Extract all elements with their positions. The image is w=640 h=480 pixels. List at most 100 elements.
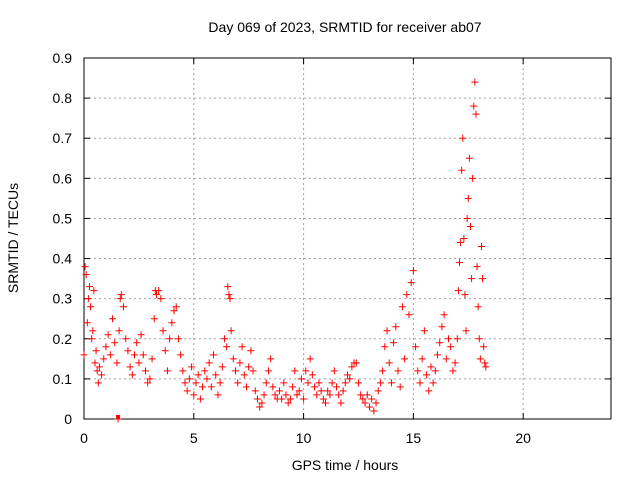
data-point-marker: [194, 371, 202, 379]
y-tick-label: 0: [64, 411, 72, 427]
data-point-marker: [293, 391, 301, 399]
data-point-marker: [289, 383, 297, 391]
data-point-marker: [242, 383, 250, 391]
data-point-marker: [271, 391, 279, 399]
data-point-marker: [462, 327, 470, 335]
data-point-marker: [304, 379, 312, 387]
data-point-marker: [476, 355, 484, 363]
data-point-marker: [278, 395, 286, 403]
y-tick-label: 0.8: [53, 90, 73, 106]
y-tick-label: 0.5: [53, 210, 73, 226]
data-point-marker: [117, 291, 125, 299]
data-point-marker: [405, 311, 413, 319]
data-point-marker: [447, 343, 455, 351]
data-point-marker: [401, 355, 409, 363]
y-tick-label: 0.6: [53, 170, 73, 186]
data-point-marker: [469, 174, 477, 182]
data-point-marker: [122, 335, 130, 343]
data-point-marker: [374, 387, 382, 395]
y-axis-label: SRMTID / TECUs: [5, 183, 21, 293]
data-point-marker: [106, 351, 114, 359]
data-point-marker: [88, 335, 96, 343]
data-point-marker: [199, 383, 207, 391]
data-point-marker: [152, 291, 160, 299]
data-point-marker: [226, 295, 234, 303]
data-point-marker: [455, 259, 463, 267]
data-point-marker: [234, 379, 242, 387]
data-point-marker: [245, 363, 253, 371]
data-point-marker: [80, 351, 88, 359]
x-tick-label: 20: [515, 430, 531, 446]
data-point-marker: [210, 351, 218, 359]
data-point-marker: [387, 379, 395, 387]
data-point-marker: [84, 295, 92, 303]
data-point-marker: [214, 391, 222, 399]
data-point-marker: [473, 263, 481, 271]
data-point-marker: [322, 399, 330, 407]
y-tick-label: 0.3: [53, 291, 73, 307]
data-point-marker: [183, 387, 191, 395]
data-point-marker: [137, 331, 145, 339]
data-point-marker: [458, 166, 466, 174]
data-point-marker: [98, 371, 106, 379]
low-value-marker: [116, 415, 121, 419]
data-point-marker: [420, 327, 428, 335]
data-point-marker: [85, 283, 93, 291]
data-point-marker: [90, 287, 98, 295]
data-point-marker: [291, 367, 299, 375]
data-point-marker: [177, 351, 185, 359]
data-point-marker: [370, 407, 378, 415]
data-point-marker: [308, 371, 316, 379]
data-point-marker: [306, 355, 314, 363]
data-point-marker: [361, 399, 369, 407]
data-point-marker: [464, 194, 472, 202]
data-point-marker: [286, 395, 294, 403]
data-point-marker: [150, 315, 158, 323]
data-point-marker: [155, 287, 163, 295]
data-point-marker: [385, 359, 393, 367]
data-point-marker: [436, 339, 444, 347]
data-point-marker: [429, 379, 437, 387]
data-point-marker: [168, 319, 176, 327]
data-point-marker: [449, 367, 457, 375]
data-point-marker: [453, 335, 461, 343]
data-point-marker: [481, 359, 489, 367]
data-point-marker: [418, 355, 426, 363]
data-point-marker: [354, 379, 362, 387]
data-point-marker: [128, 371, 136, 379]
data-point-marker: [260, 391, 268, 399]
data-point-marker: [141, 367, 149, 375]
data-point-marker: [284, 399, 292, 407]
y-tick-label: 0.4: [53, 251, 73, 267]
data-point-marker: [269, 383, 277, 391]
data-point-marker: [87, 303, 95, 311]
data-point-marker: [94, 379, 102, 387]
y-tick-label: 0.9: [53, 50, 73, 66]
data-point-marker: [326, 391, 334, 399]
data-point-marker: [229, 355, 237, 363]
data-point-marker: [313, 391, 321, 399]
data-point-marker: [111, 339, 119, 347]
data-point-marker: [251, 387, 259, 395]
data-point-marker: [126, 363, 134, 371]
data-point-marker: [163, 367, 171, 375]
data-point-marker: [461, 291, 469, 299]
data-point-marker: [359, 395, 367, 403]
data-point-marker: [463, 214, 471, 222]
data-point-marker: [249, 367, 257, 375]
data-point-marker: [431, 367, 439, 375]
data-point-marker: [102, 343, 110, 351]
data-point-marker: [104, 331, 112, 339]
data-point-marker: [224, 283, 232, 291]
data-point-marker: [115, 327, 123, 335]
data-point-marker: [409, 267, 417, 275]
data-point-marker: [212, 371, 220, 379]
data-point-marker: [232, 367, 240, 375]
data-point-marker: [407, 279, 415, 287]
data-point-marker: [477, 243, 485, 251]
data-point-marker: [482, 363, 490, 371]
data-point-marker: [392, 323, 400, 331]
data-point-marker: [148, 355, 156, 363]
data-point-marker: [116, 295, 124, 303]
x-tick-label: 0: [80, 430, 88, 446]
